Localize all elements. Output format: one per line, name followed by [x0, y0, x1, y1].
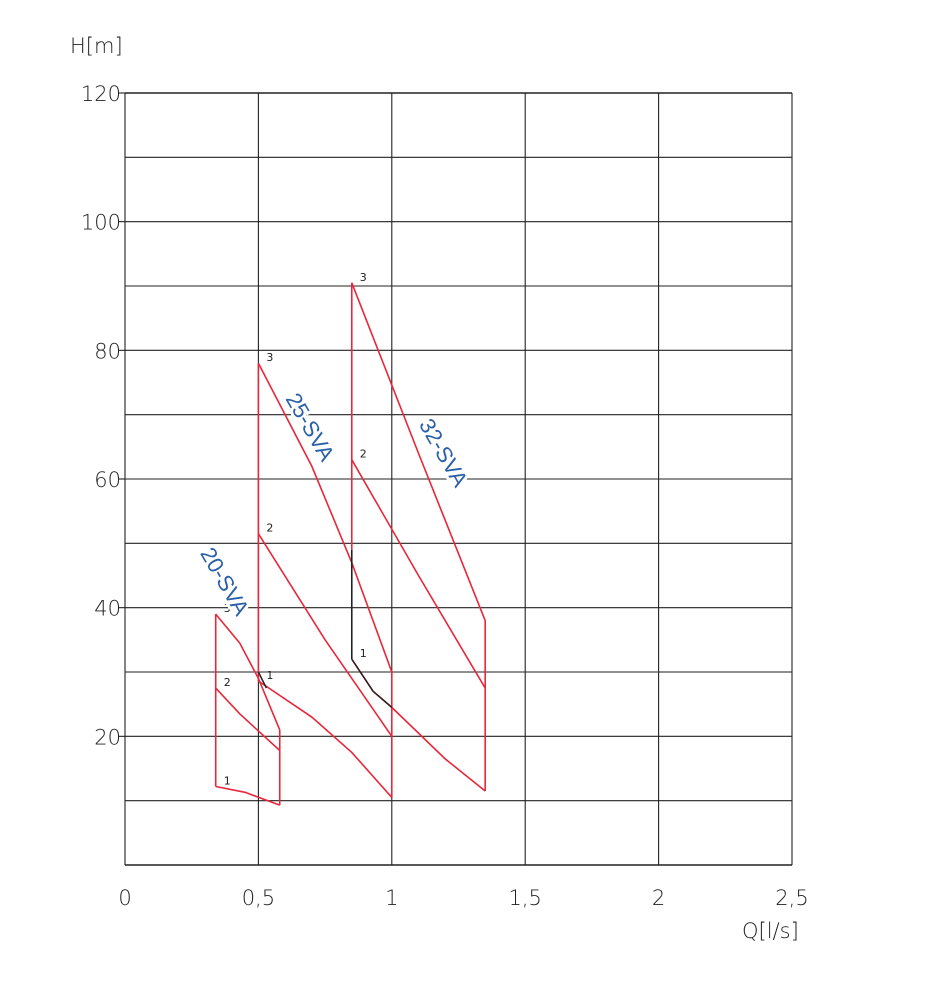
y-tick-label: 20: [94, 725, 121, 749]
curve-speed-label: 2: [224, 676, 231, 689]
curve-speed-label: 1: [266, 669, 273, 682]
y-tick-label: 60: [94, 468, 121, 492]
axis-ticks: 20 40 60 80 100 120 0 0,5 1 1,5 2 2,5: [81, 82, 809, 910]
curve-speed-label: 3: [360, 271, 367, 284]
x-tick-label: 0: [118, 886, 131, 910]
performance-curve: [257, 362, 393, 673]
performance-curve: [257, 533, 393, 737]
performance-curve: [215, 687, 281, 752]
performance-curve: [215, 613, 281, 731]
curve-speed-label: 1: [224, 775, 231, 788]
black-boundary-line: [351, 658, 393, 708]
curve-speed-label: 2: [360, 448, 367, 461]
curve-speed-label: 3: [224, 602, 231, 615]
curve-speed-label: 3: [266, 351, 273, 364]
x-tick-label: 1,5: [508, 886, 541, 910]
x-axis-title: Q[l/s]: [742, 919, 799, 943]
x-tick-label: 1: [385, 886, 398, 910]
performance-curve: [351, 459, 486, 689]
performance-curve: [351, 658, 486, 792]
y-tick-label: 100: [81, 211, 121, 235]
performance-curve: [351, 282, 486, 621]
curve-speed-label: 1: [360, 647, 367, 660]
y-tick-label: 80: [94, 339, 121, 363]
y-tick-label: 120: [81, 82, 121, 106]
x-tick-label: 2,5: [775, 886, 808, 910]
grid: [119, 92, 793, 866]
performance-curve: [257, 680, 393, 798]
performance-curve: [215, 785, 281, 806]
series-name-label: 25-SVA: [281, 389, 340, 466]
x-tick-label: 2: [652, 886, 665, 910]
pump-curves: [214, 282, 486, 806]
y-axis-title: H[m]: [70, 34, 123, 58]
x-tick-label: 0,5: [242, 886, 275, 910]
black-boundary-line: [257, 671, 268, 689]
y-tick-label: 40: [94, 597, 121, 621]
series-name-label: 32-SVA: [414, 414, 473, 491]
curve-speed-label: 2: [266, 522, 273, 535]
